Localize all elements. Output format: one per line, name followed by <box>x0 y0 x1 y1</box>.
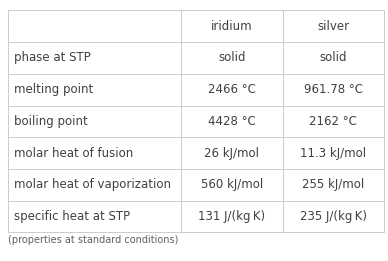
Bar <box>181 105 282 137</box>
Bar <box>8 169 181 201</box>
Bar <box>282 74 384 105</box>
Text: 235 J/(kg K): 235 J/(kg K) <box>300 210 367 223</box>
Bar <box>181 169 282 201</box>
Bar <box>8 74 181 105</box>
Text: 131 J/(kg K): 131 J/(kg K) <box>198 210 265 223</box>
Text: 2466 °C: 2466 °C <box>208 83 256 96</box>
Bar <box>282 201 384 232</box>
Text: specific heat at STP: specific heat at STP <box>14 210 130 223</box>
Text: boiling point: boiling point <box>14 115 87 128</box>
Bar <box>282 42 384 74</box>
Bar <box>282 137 384 169</box>
Text: 11.3 kJ/mol: 11.3 kJ/mol <box>300 147 366 159</box>
Bar <box>282 169 384 201</box>
Bar <box>282 105 384 137</box>
Bar <box>181 201 282 232</box>
Text: iridium: iridium <box>211 20 253 33</box>
Text: 961.78 °C: 961.78 °C <box>304 83 363 96</box>
Text: molar heat of fusion: molar heat of fusion <box>14 147 133 159</box>
Text: 26 kJ/mol: 26 kJ/mol <box>204 147 259 159</box>
Bar <box>181 74 282 105</box>
Text: silver: silver <box>317 20 349 33</box>
Bar <box>8 42 181 74</box>
Text: solid: solid <box>320 51 347 64</box>
Bar <box>8 201 181 232</box>
Text: (properties at standard conditions): (properties at standard conditions) <box>8 235 178 245</box>
Text: 2162 °C: 2162 °C <box>309 115 357 128</box>
Text: molar heat of vaporization: molar heat of vaporization <box>14 178 171 191</box>
Bar <box>8 10 181 42</box>
Bar <box>181 42 282 74</box>
Text: 255 kJ/mol: 255 kJ/mol <box>302 178 364 191</box>
Bar <box>282 10 384 42</box>
Text: 560 kJ/mol: 560 kJ/mol <box>201 178 263 191</box>
Text: 4428 °C: 4428 °C <box>208 115 256 128</box>
Text: phase at STP: phase at STP <box>14 51 90 64</box>
Text: melting point: melting point <box>14 83 93 96</box>
Bar <box>8 137 181 169</box>
Text: solid: solid <box>218 51 246 64</box>
Bar <box>181 10 282 42</box>
Bar <box>8 105 181 137</box>
Bar <box>181 137 282 169</box>
